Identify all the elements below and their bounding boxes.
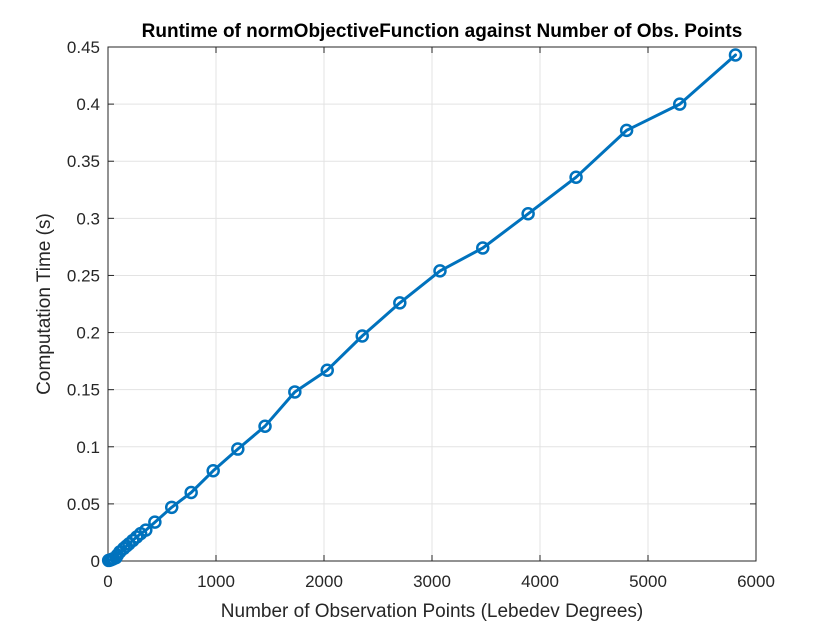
data-point-marker	[231, 442, 245, 456]
data-point-marker	[288, 385, 302, 399]
y-tick-label: 0.45	[67, 38, 100, 57]
chart-title: Runtime of normObjectiveFunction against…	[142, 21, 743, 42]
data-point-marker	[355, 329, 369, 343]
data-point-marker	[148, 515, 162, 529]
x-tick-label: 5000	[629, 572, 667, 591]
data-point-marker	[139, 523, 153, 537]
x-tick-label: 6000	[737, 572, 775, 591]
data-point-marker	[673, 97, 687, 111]
y-tick-label: 0.4	[76, 95, 100, 114]
x-tick-labels: 0 1000 2000 3000 4000 5000 6000	[103, 572, 775, 591]
data-point-marker	[258, 419, 272, 433]
x-axis-label: Number of Observation Points (Lebedev De…	[221, 601, 643, 622]
y-tick-label: 0.2	[76, 324, 100, 343]
y-tick-label: 0.05	[67, 495, 100, 514]
x-tick-label: 2000	[305, 572, 343, 591]
x-tick-label: 1000	[197, 572, 235, 591]
data-point-marker	[521, 207, 535, 221]
data-point-marker	[393, 296, 407, 310]
y-tick-label: 0.3	[76, 209, 100, 228]
data-point-marker	[619, 123, 634, 138]
data-point-marker	[184, 485, 198, 500]
data-point-marker	[728, 48, 743, 62]
y-tick-label: 0.1	[76, 438, 100, 457]
x-tick-label: 4000	[521, 572, 559, 591]
data-point-marker	[206, 464, 220, 478]
x-tick-label: 0	[103, 572, 112, 591]
y-tick-label: 0.15	[67, 381, 100, 400]
data-point-marker	[476, 241, 490, 255]
data-point-marker	[320, 363, 334, 377]
data-point-marker	[164, 500, 179, 515]
y-tick-label: 0.25	[67, 266, 100, 285]
data-point-marker	[433, 264, 447, 278]
series-layer	[101, 48, 743, 568]
data-point-marker	[569, 170, 583, 184]
x-tick-label: 3000	[413, 572, 451, 591]
y-axis-label: Computation Time (s)	[34, 213, 55, 395]
y-tick-label: 0	[91, 552, 100, 571]
y-tick-label: 0.35	[67, 152, 100, 171]
y-tick-labels: 0 0.05 0.1 0.15 0.2 0.25 0.3 0.35 0.4 0.45	[67, 38, 100, 571]
